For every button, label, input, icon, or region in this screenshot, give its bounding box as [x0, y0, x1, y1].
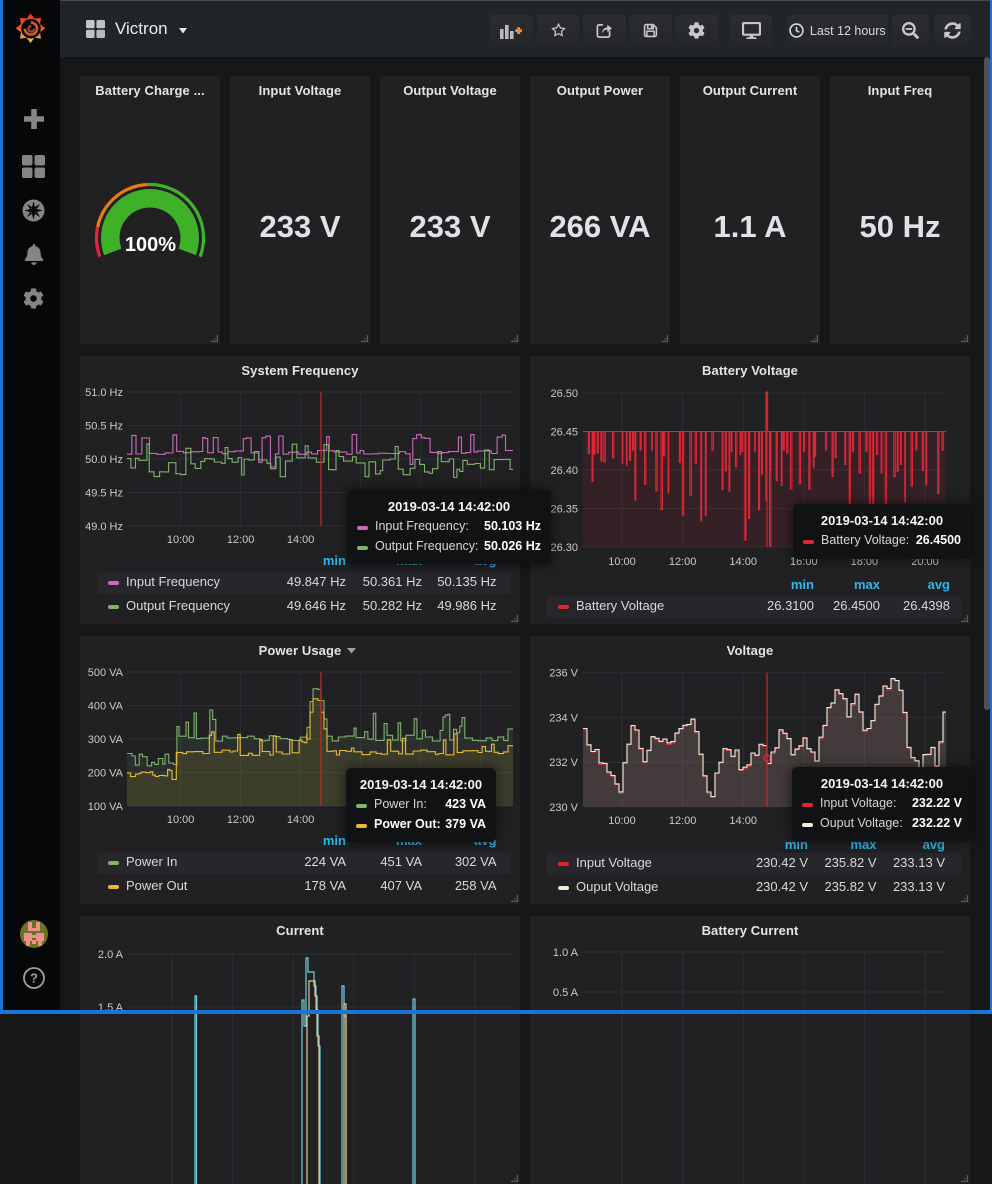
svg-text:300 VA: 300 VA — [88, 734, 124, 746]
svg-text:1.0 A: 1.0 A — [553, 947, 579, 959]
svg-text:26.50: 26.50 — [550, 388, 578, 400]
svg-text:2.0 A: 2.0 A — [98, 949, 124, 961]
svg-text:100 VA: 100 VA — [88, 801, 124, 813]
svg-text:26.45: 26.45 — [550, 427, 578, 439]
svg-text:26.35: 26.35 — [550, 504, 578, 516]
svg-text:100%: 100% — [125, 234, 176, 256]
svg-text:20:00: 20:00 — [911, 556, 939, 568]
svg-text:14:00: 14:00 — [729, 556, 757, 568]
svg-text:500 VA: 500 VA — [88, 667, 124, 679]
svg-text:50.0 Hz: 50.0 Hz — [85, 454, 123, 466]
svg-text:0.5 A: 0.5 A — [553, 987, 579, 999]
svg-text:26.30: 26.30 — [550, 542, 578, 554]
svg-text:14:00: 14:00 — [287, 534, 315, 546]
svg-text:49.0 Hz: 49.0 Hz — [85, 521, 123, 533]
svg-text:49.5 Hz: 49.5 Hz — [85, 488, 123, 500]
svg-text:200 VA: 200 VA — [88, 768, 124, 780]
svg-text:26.40: 26.40 — [550, 465, 578, 477]
svg-text:12:00: 12:00 — [227, 534, 255, 546]
svg-text:18:00: 18:00 — [851, 556, 879, 568]
svg-text:234 V: 234 V — [549, 712, 578, 724]
svg-text:14:00: 14:00 — [729, 815, 757, 827]
svg-text:10:00: 10:00 — [608, 815, 636, 827]
svg-text:400 VA: 400 VA — [88, 701, 124, 713]
svg-text:232 V: 232 V — [549, 757, 578, 769]
svg-text:16:00: 16:00 — [790, 556, 818, 568]
svg-text:10:00: 10:00 — [167, 814, 195, 826]
svg-text:12:00: 12:00 — [669, 815, 697, 827]
svg-text:230 V: 230 V — [549, 802, 578, 814]
svg-text:10:00: 10:00 — [167, 534, 195, 546]
svg-text:12:00: 12:00 — [669, 556, 697, 568]
svg-text:14:00: 14:00 — [287, 814, 315, 826]
svg-text:10:00: 10:00 — [608, 556, 636, 568]
svg-text:50.5 Hz: 50.5 Hz — [85, 421, 123, 433]
svg-text:?: ? — [30, 971, 38, 986]
svg-text:12:00: 12:00 — [227, 814, 255, 826]
svg-text:51.0 Hz: 51.0 Hz — [85, 387, 123, 399]
svg-text:236 V: 236 V — [549, 668, 578, 680]
